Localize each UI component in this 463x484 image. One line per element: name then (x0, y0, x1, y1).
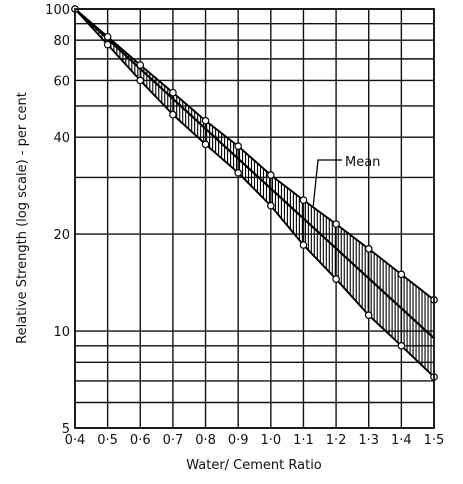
y-tick-label: 60 (53, 74, 70, 89)
data-point (201, 140, 210, 149)
mean-annotation: Mean (312, 155, 380, 206)
x-tick-label: 0·9 (228, 433, 249, 448)
x-tick-label: 1·5 (424, 433, 445, 448)
series-lines (74, 8, 435, 378)
y-tick-label: 5 (62, 422, 70, 437)
y-tick-label: 100 (45, 3, 70, 18)
data-point (103, 32, 112, 41)
plot-frame (74, 8, 435, 429)
data-point (136, 76, 145, 85)
data-point (332, 220, 340, 228)
x-tick-label: 1·0 (260, 433, 281, 448)
data-point (234, 142, 242, 150)
data-point (299, 196, 308, 204)
grid (74, 8, 435, 429)
mean-line (74, 8, 435, 340)
data-point (397, 270, 406, 279)
y-tick-label: 20 (53, 228, 70, 243)
y-axis-label: Relative Strength (log scale) - per cent (15, 92, 30, 344)
data-point (332, 275, 340, 283)
x-tick-label: 1·2 (326, 433, 347, 448)
x-tick-label: 0·6 (130, 433, 151, 448)
x-tick-labels: 0·4 0·5 0·6 0·7 0·8 0·9 1·0 1·1 1·2 1·3 1·4 1·5 (65, 433, 445, 448)
data-markers (71, 5, 438, 381)
x-tick-label: 1·1 (293, 433, 314, 448)
data-point (267, 201, 275, 210)
y-tick-label: 10 (53, 325, 70, 340)
x-tick-label: 0·7 (163, 433, 184, 448)
x-tick-label: 1·4 (391, 433, 412, 448)
y-tick-label: 40 (53, 131, 70, 146)
data-point (364, 311, 373, 320)
x-tick-label: 0·4 (65, 433, 86, 448)
x-tick-label: 0·8 (195, 433, 216, 448)
y-tick-label: 80 (53, 34, 70, 49)
data-point (169, 110, 177, 119)
x-axis-label: Water/ Cement Ratio (186, 458, 322, 473)
lower-bound-line (74, 8, 435, 378)
x-tick-label: 1·3 (358, 433, 379, 448)
data-point (234, 169, 242, 177)
data-point (201, 116, 210, 125)
y-tick-labels: 5 10 20 40 60 80 100 (45, 3, 70, 437)
data-point (364, 245, 373, 253)
data-point (103, 40, 112, 49)
data-point (136, 61, 145, 69)
data-point (267, 171, 275, 179)
upper-bound-line (74, 8, 435, 301)
x-tick-label: 0·5 (97, 433, 118, 448)
data-point (169, 88, 177, 97)
mean-label: Mean (345, 155, 380, 170)
band-hatching (77, 11, 432, 375)
mean-leader-line (312, 159, 342, 206)
data-point (299, 241, 308, 249)
data-point (397, 341, 406, 350)
